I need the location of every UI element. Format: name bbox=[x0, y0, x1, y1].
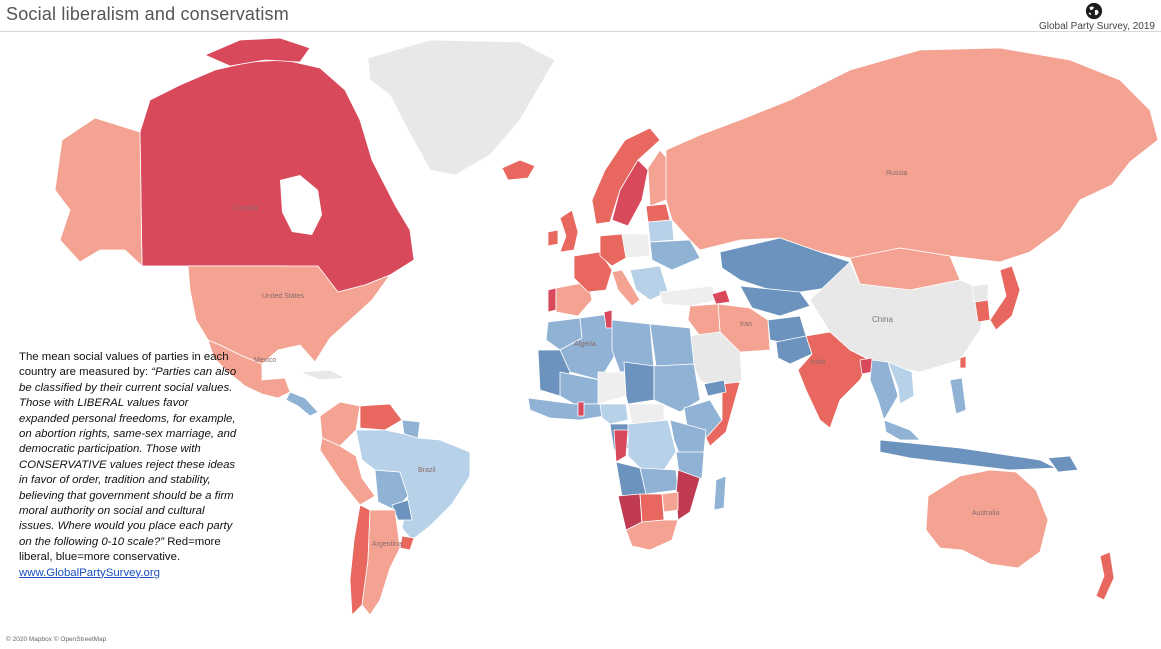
country-philippines[interactable] bbox=[949, 377, 967, 415]
country-zimbabwe[interactable] bbox=[661, 491, 679, 513]
choropleth-map[interactable]: Canada United States Mexico Brazil Argen… bbox=[0, 32, 1161, 649]
country-uruguay[interactable] bbox=[399, 535, 415, 551]
country-baltics[interactable] bbox=[645, 203, 671, 223]
country-venezuela[interactable] bbox=[359, 403, 403, 431]
label-india: India bbox=[810, 359, 825, 366]
legend-scale-note: Red=more liberal, blue=more conservative… bbox=[19, 535, 221, 564]
country-brazil[interactable] bbox=[355, 429, 471, 541]
label-mexico: Mexico bbox=[254, 357, 276, 364]
country-nigeria[interactable] bbox=[599, 403, 629, 425]
legend-quote: “Parties can also be classified by their… bbox=[19, 366, 237, 548]
label-usa: United States bbox=[262, 293, 305, 300]
country-central-america[interactable] bbox=[285, 391, 319, 417]
country-iceland[interactable] bbox=[501, 159, 536, 181]
label-argentina: Argentina bbox=[372, 541, 402, 548]
country-vietnam-laos[interactable] bbox=[887, 361, 915, 405]
country-greenland[interactable] bbox=[367, 39, 556, 176]
country-png[interactable] bbox=[1047, 455, 1079, 473]
country-ukraine[interactable] bbox=[649, 239, 701, 271]
label-iran: Iran bbox=[740, 321, 752, 328]
country-south-africa[interactable] bbox=[625, 519, 679, 551]
country-italy[interactable] bbox=[611, 269, 641, 307]
country-north-korea[interactable] bbox=[971, 283, 989, 303]
label-australia: Australia bbox=[972, 510, 999, 517]
country-iraq-syria[interactable] bbox=[687, 303, 721, 337]
label-algeria: Algeria bbox=[574, 341, 596, 348]
country-south-korea[interactable] bbox=[974, 299, 991, 323]
country-madagascar[interactable] bbox=[713, 475, 727, 511]
country-kazakhstan[interactable] bbox=[719, 237, 851, 293]
country-yemen[interactable] bbox=[703, 379, 727, 397]
country-bangladesh[interactable] bbox=[859, 357, 873, 375]
country-germany[interactable] bbox=[599, 233, 627, 267]
country-canada-archipelago[interactable] bbox=[204, 37, 311, 67]
hudson-bay bbox=[280, 175, 322, 235]
country-usa[interactable] bbox=[187, 265, 391, 365]
label-russia: Russia bbox=[886, 170, 908, 177]
legend-description: The mean social values of parties in eac… bbox=[19, 350, 237, 581]
country-congo[interactable] bbox=[613, 429, 629, 463]
country-australia[interactable] bbox=[925, 469, 1049, 569]
brand[interactable]: Global Party Survey, 2019 bbox=[1005, 2, 1155, 32]
map-title: Social liberalism and conservatism bbox=[6, 4, 289, 24]
label-brazil: Brazil bbox=[418, 467, 436, 474]
country-cuba[interactable] bbox=[299, 369, 346, 381]
globe-icon bbox=[1085, 2, 1103, 20]
country-norway[interactable] bbox=[591, 127, 661, 225]
country-usa-alaska[interactable] bbox=[54, 117, 143, 267]
country-balkans[interactable] bbox=[629, 265, 669, 301]
country-argentina[interactable] bbox=[361, 509, 401, 616]
country-drc[interactable] bbox=[627, 419, 677, 471]
label-china: China bbox=[872, 315, 893, 324]
country-taiwan[interactable] bbox=[959, 355, 967, 369]
country-niger[interactable] bbox=[597, 371, 627, 405]
country-egypt[interactable] bbox=[649, 323, 695, 367]
legend-intro: The mean social values of parties in eac… bbox=[19, 351, 229, 379]
country-peru[interactable] bbox=[319, 437, 376, 506]
country-pakistan[interactable] bbox=[775, 335, 813, 365]
label-canada: Canada bbox=[233, 205, 258, 212]
country-new-zealand[interactable] bbox=[1095, 551, 1115, 601]
country-uk[interactable] bbox=[559, 209, 579, 253]
country-ghana[interactable] bbox=[577, 401, 585, 417]
country-russia[interactable] bbox=[665, 47, 1159, 263]
country-turkey[interactable] bbox=[659, 285, 719, 307]
country-botswana[interactable] bbox=[639, 493, 665, 523]
country-armenia[interactable] bbox=[711, 289, 731, 305]
country-indonesia[interactable] bbox=[879, 439, 1057, 471]
country-chad[interactable] bbox=[623, 361, 655, 405]
country-india[interactable] bbox=[797, 331, 871, 429]
country-central-asia[interactable] bbox=[739, 285, 811, 317]
country-poland[interactable] bbox=[621, 233, 651, 259]
country-zambia[interactable] bbox=[639, 467, 679, 495]
country-malaysia[interactable] bbox=[883, 419, 921, 441]
country-belarus[interactable] bbox=[647, 219, 675, 243]
country-ireland[interactable] bbox=[547, 229, 559, 247]
country-portugal[interactable] bbox=[547, 287, 557, 313]
survey-link[interactable]: www.GlobalPartySurvey.org bbox=[19, 566, 160, 579]
country-canada[interactable] bbox=[139, 59, 415, 293]
map-attribution[interactable]: © 2020 Mapbox © OpenStreetMap bbox=[6, 636, 107, 643]
country-mozambique[interactable] bbox=[675, 469, 701, 521]
country-japan[interactable] bbox=[989, 265, 1021, 331]
country-somalia[interactable] bbox=[705, 381, 741, 447]
header-divider bbox=[0, 31, 1161, 32]
brand-label: Global Party Survey, 2019 bbox=[1039, 21, 1155, 32]
